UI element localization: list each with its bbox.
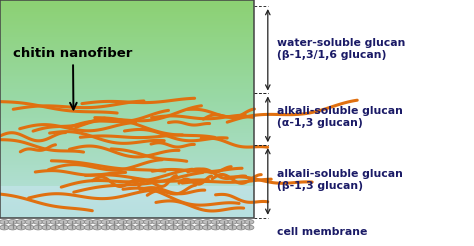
Circle shape [169,225,178,230]
Text: chitin nanofiber: chitin nanofiber [13,46,133,109]
Circle shape [118,225,127,230]
Circle shape [76,219,85,224]
Circle shape [76,225,85,230]
Circle shape [228,225,237,230]
Circle shape [228,219,237,224]
Circle shape [8,225,17,230]
Circle shape [152,225,161,230]
Circle shape [67,225,76,230]
Circle shape [177,225,186,230]
Circle shape [135,225,144,230]
Text: water-soluble glucan
(β-1,3/1,6 glucan): water-soluble glucan (β-1,3/1,6 glucan) [277,38,406,60]
Circle shape [245,225,254,230]
Circle shape [59,225,68,230]
Circle shape [219,219,228,224]
Circle shape [101,219,110,224]
Text: alkali-soluble glucan
(β-1,3 glucan): alkali-soluble glucan (β-1,3 glucan) [277,169,403,191]
Circle shape [42,219,51,224]
Circle shape [67,219,76,224]
Circle shape [186,219,195,224]
Circle shape [109,219,118,224]
Circle shape [237,219,246,224]
Circle shape [127,219,136,224]
Circle shape [202,219,211,224]
Circle shape [93,219,102,224]
Circle shape [219,225,228,230]
Circle shape [0,225,9,230]
Circle shape [160,219,169,224]
Circle shape [109,225,118,230]
Circle shape [202,225,211,230]
Text: alkali-soluble glucan
(α-1,3 glucan): alkali-soluble glucan (α-1,3 glucan) [277,106,403,128]
Circle shape [118,219,127,224]
Circle shape [211,225,220,230]
Circle shape [84,219,93,224]
Circle shape [34,219,43,224]
Circle shape [59,219,68,224]
Circle shape [211,219,220,224]
Circle shape [42,225,51,230]
Text: cell membrane: cell membrane [277,227,368,237]
Circle shape [25,225,34,230]
Circle shape [17,225,26,230]
Circle shape [186,225,195,230]
Circle shape [17,219,26,224]
Circle shape [152,219,161,224]
Circle shape [25,219,34,224]
Circle shape [160,225,169,230]
Circle shape [135,219,144,224]
Circle shape [93,225,102,230]
Circle shape [34,225,43,230]
Circle shape [169,219,178,224]
Circle shape [127,225,136,230]
Circle shape [177,219,186,224]
Circle shape [144,219,153,224]
Circle shape [194,219,203,224]
Bar [0,0,254,218]
Circle shape [101,225,110,230]
Circle shape [50,219,59,224]
Circle shape [84,225,93,230]
Circle shape [245,219,254,224]
Circle shape [194,225,203,230]
Circle shape [50,225,59,230]
Circle shape [144,225,153,230]
Circle shape [237,225,246,230]
Circle shape [0,219,9,224]
Circle shape [8,219,17,224]
